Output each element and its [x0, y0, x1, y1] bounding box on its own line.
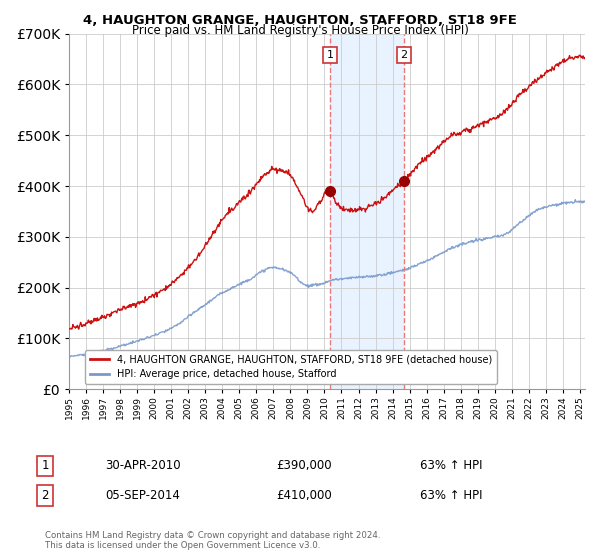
Text: 05-SEP-2014: 05-SEP-2014: [105, 489, 180, 502]
Text: 2: 2: [41, 489, 49, 502]
Legend: 4, HAUGHTON GRANGE, HAUGHTON, STAFFORD, ST18 9FE (detached house), HPI: Average : 4, HAUGHTON GRANGE, HAUGHTON, STAFFORD, …: [85, 350, 497, 384]
Text: 30-APR-2010: 30-APR-2010: [105, 459, 181, 473]
Text: £390,000: £390,000: [276, 459, 332, 473]
Text: 63% ↑ HPI: 63% ↑ HPI: [420, 459, 482, 473]
Text: 2: 2: [401, 50, 408, 60]
Text: 1: 1: [326, 50, 334, 60]
Text: Contains HM Land Registry data © Crown copyright and database right 2024.
This d: Contains HM Land Registry data © Crown c…: [45, 530, 380, 550]
Text: £410,000: £410,000: [276, 489, 332, 502]
Text: 63% ↑ HPI: 63% ↑ HPI: [420, 489, 482, 502]
Text: Price paid vs. HM Land Registry's House Price Index (HPI): Price paid vs. HM Land Registry's House …: [131, 24, 469, 37]
Text: 1: 1: [41, 459, 49, 473]
Text: 4, HAUGHTON GRANGE, HAUGHTON, STAFFORD, ST18 9FE: 4, HAUGHTON GRANGE, HAUGHTON, STAFFORD, …: [83, 14, 517, 27]
Bar: [330, 34, 404, 389]
